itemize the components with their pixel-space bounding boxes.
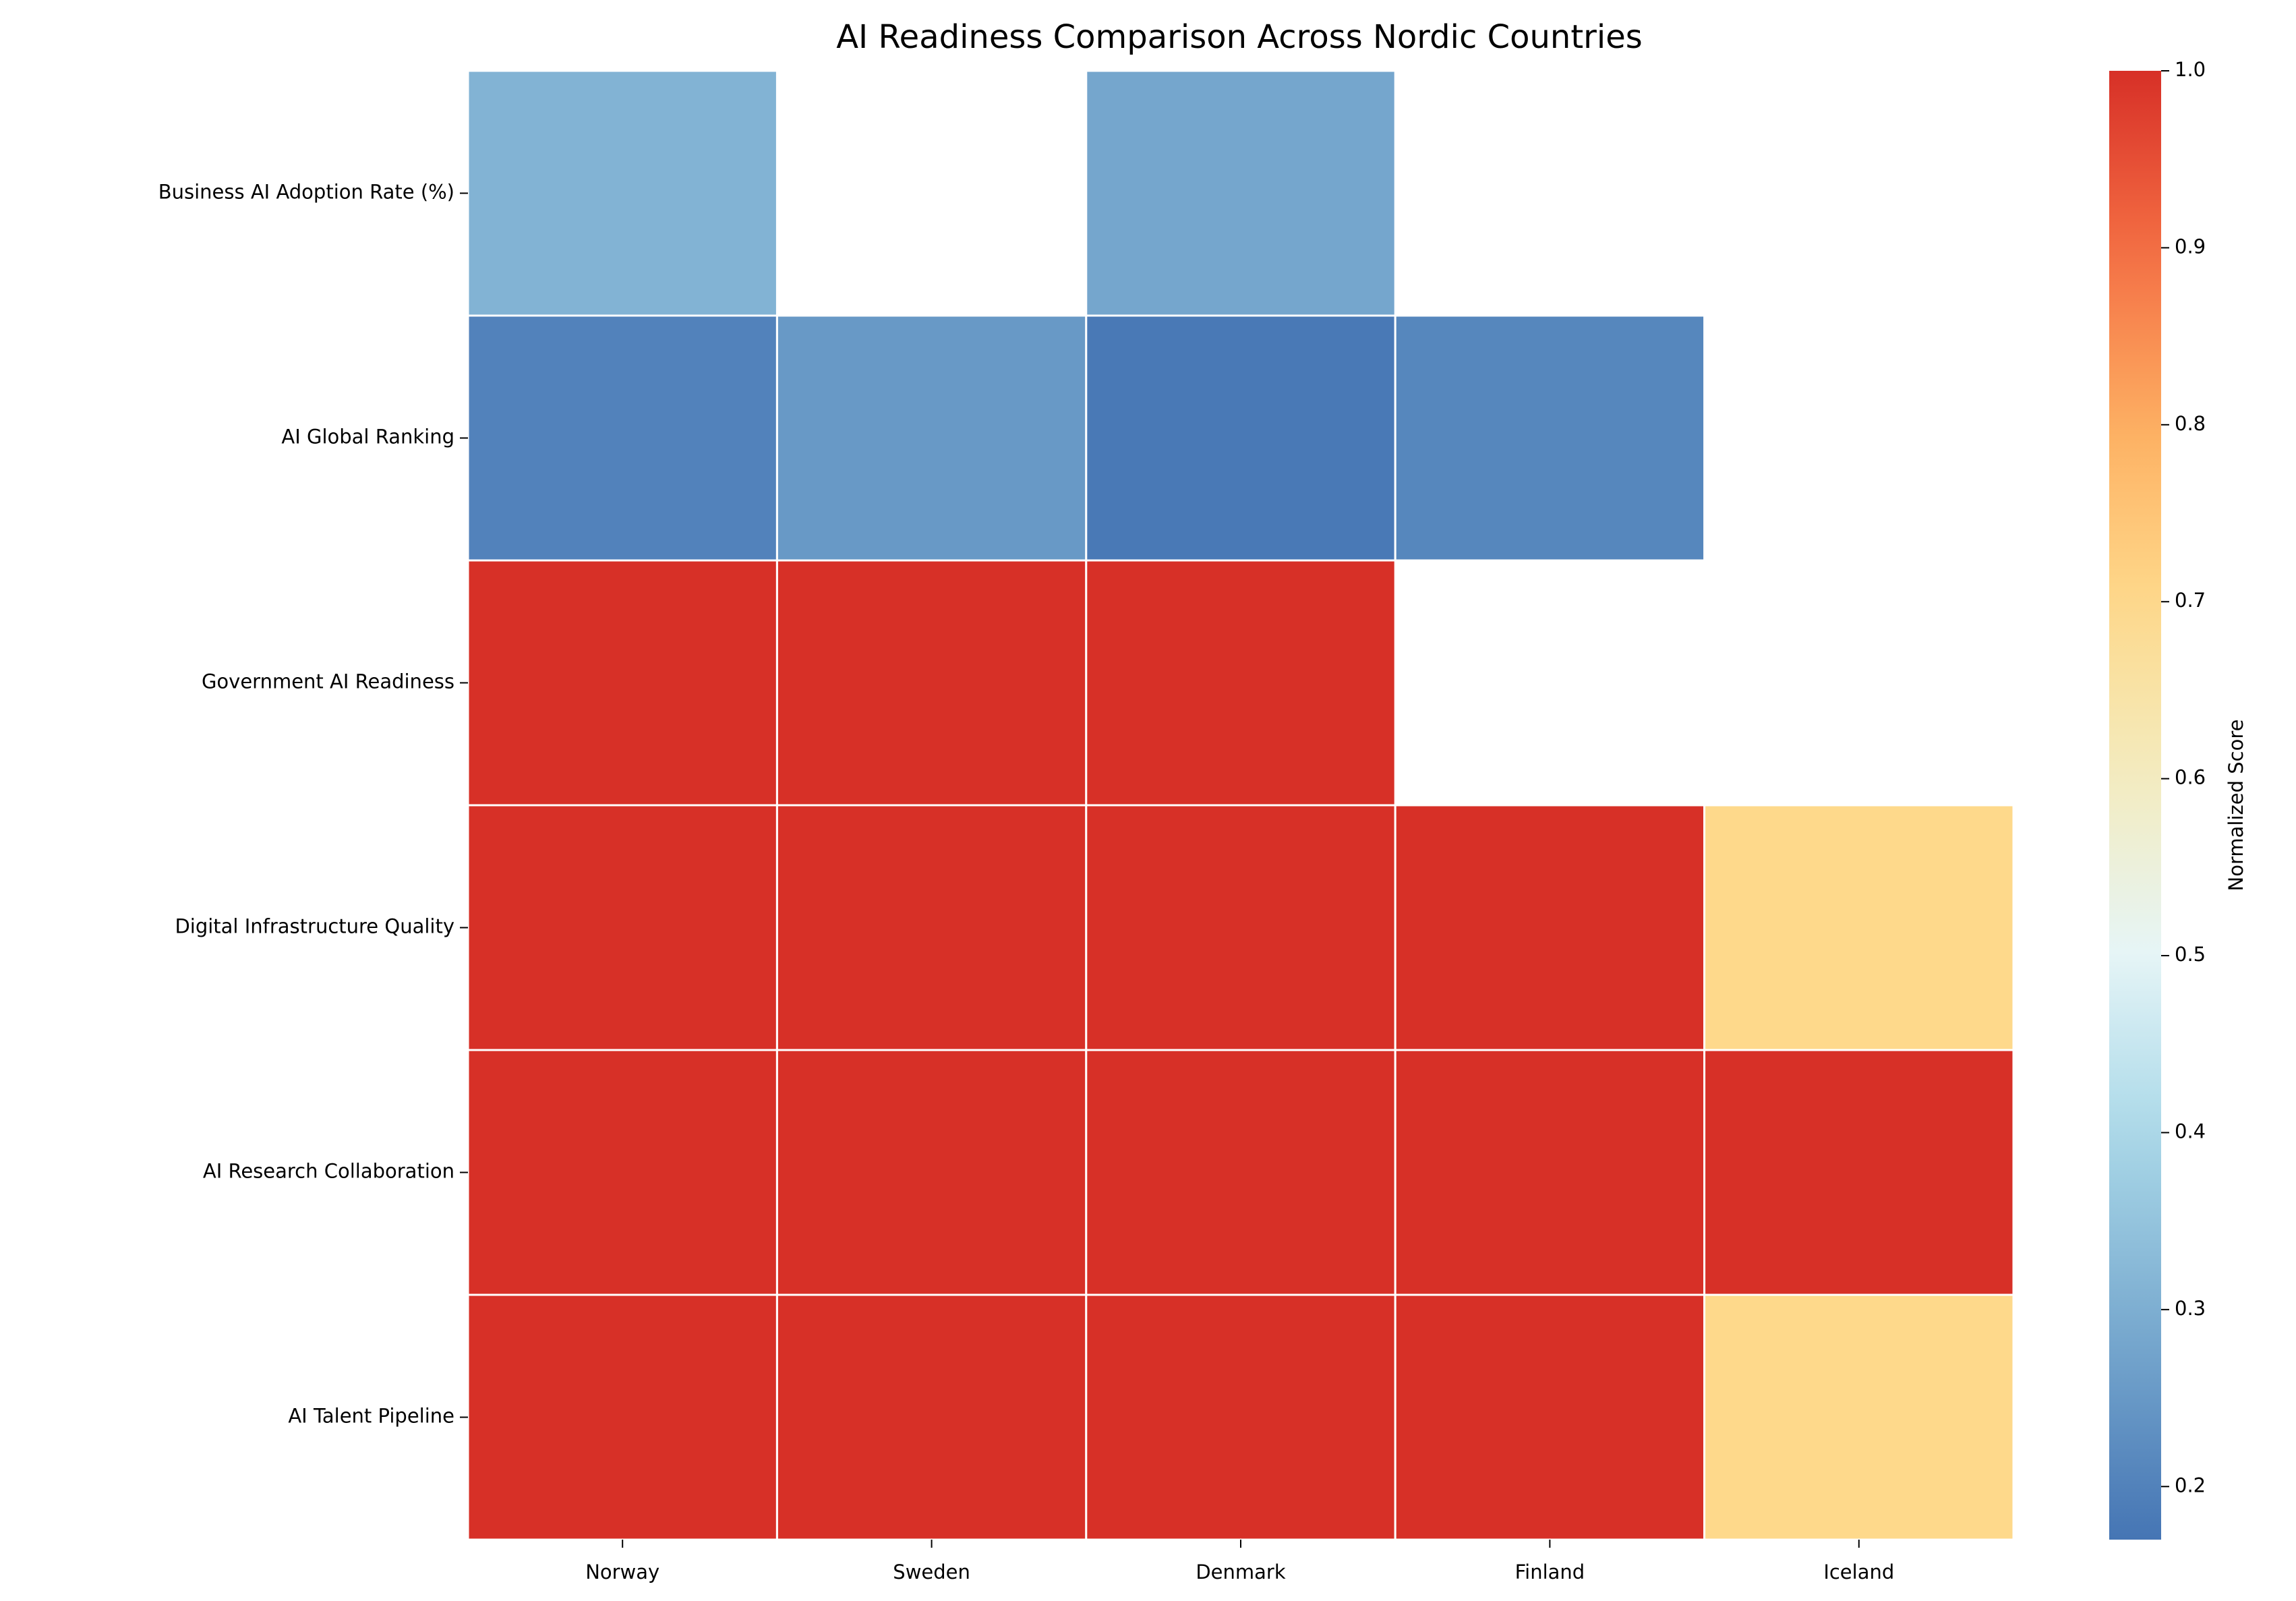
heatmap-cell (775, 314, 1088, 562)
colorbar-tick-label: 0.4 (2175, 1119, 2206, 1142)
heatmap-cell (775, 1293, 1088, 1541)
heatmap-cell (1085, 1293, 1396, 1541)
heatmap-cell (467, 1293, 778, 1541)
colorbar-tick-label: 0.3 (2175, 1297, 2206, 1320)
colorbar-tick-label: 0.9 (2175, 235, 2206, 258)
colorbar-tick-label: 0.5 (2175, 943, 2206, 966)
heatmap-cell (1085, 314, 1396, 562)
colorbar-tick-label: 0.8 (2175, 412, 2206, 435)
heatmap-cell (1703, 1049, 2015, 1296)
x-tick-label: Norway (585, 1561, 659, 1583)
x-tick-label: Sweden (893, 1561, 970, 1583)
heatmap-cell (467, 804, 778, 1051)
heatmap-cell (1394, 314, 1706, 562)
colorbar-tick-label: 1.0 (2175, 58, 2206, 81)
heatmap-cell (1085, 1049, 1396, 1296)
heatmap-cell (1703, 804, 2015, 1051)
heatmap-cell (775, 559, 1088, 807)
heatmap-cell (1394, 1293, 1706, 1541)
y-tick-label: AI Global Ranking (281, 426, 454, 448)
x-tick-label: Finland (1515, 1561, 1585, 1583)
heatmap-cell (775, 1049, 1088, 1296)
heatmap-cell (1394, 804, 1706, 1051)
x-tick-label: Denmark (1196, 1561, 1285, 1583)
heatmap-cell (1085, 69, 1396, 317)
colorbar-tick-label: 0.6 (2175, 766, 2206, 789)
colorbar (2109, 71, 2161, 1540)
heatmap-cell (467, 559, 778, 807)
heatmap-cell (775, 804, 1088, 1051)
y-tick-label: Business AI Adoption Rate (%) (158, 181, 454, 204)
heatmap-cell (467, 69, 778, 317)
y-tick-label: AI Research Collaboration (203, 1160, 454, 1183)
y-tick-label: AI Talent Pipeline (288, 1405, 454, 1428)
heatmap-cell (467, 1049, 778, 1296)
heatmap-cell (1703, 1293, 2015, 1541)
colorbar-tick-label: 0.7 (2175, 589, 2206, 612)
chart-title: AI Readiness Comparison Across Nordic Co… (836, 18, 1643, 56)
x-tick-label: Iceland (1823, 1561, 1894, 1583)
heatmap-cell (1394, 1049, 1706, 1296)
colorbar-tick-label: 0.2 (2175, 1474, 2206, 1496)
heatmap-cell (1085, 804, 1396, 1051)
y-tick-label: Digital Infrastructure Quality (175, 915, 454, 938)
heatmap-cell (1085, 559, 1396, 807)
colorbar-label: Normalized Score (2225, 720, 2247, 892)
y-tick-label: Government AI Readiness (202, 670, 454, 693)
heatmap-cell (467, 314, 778, 562)
